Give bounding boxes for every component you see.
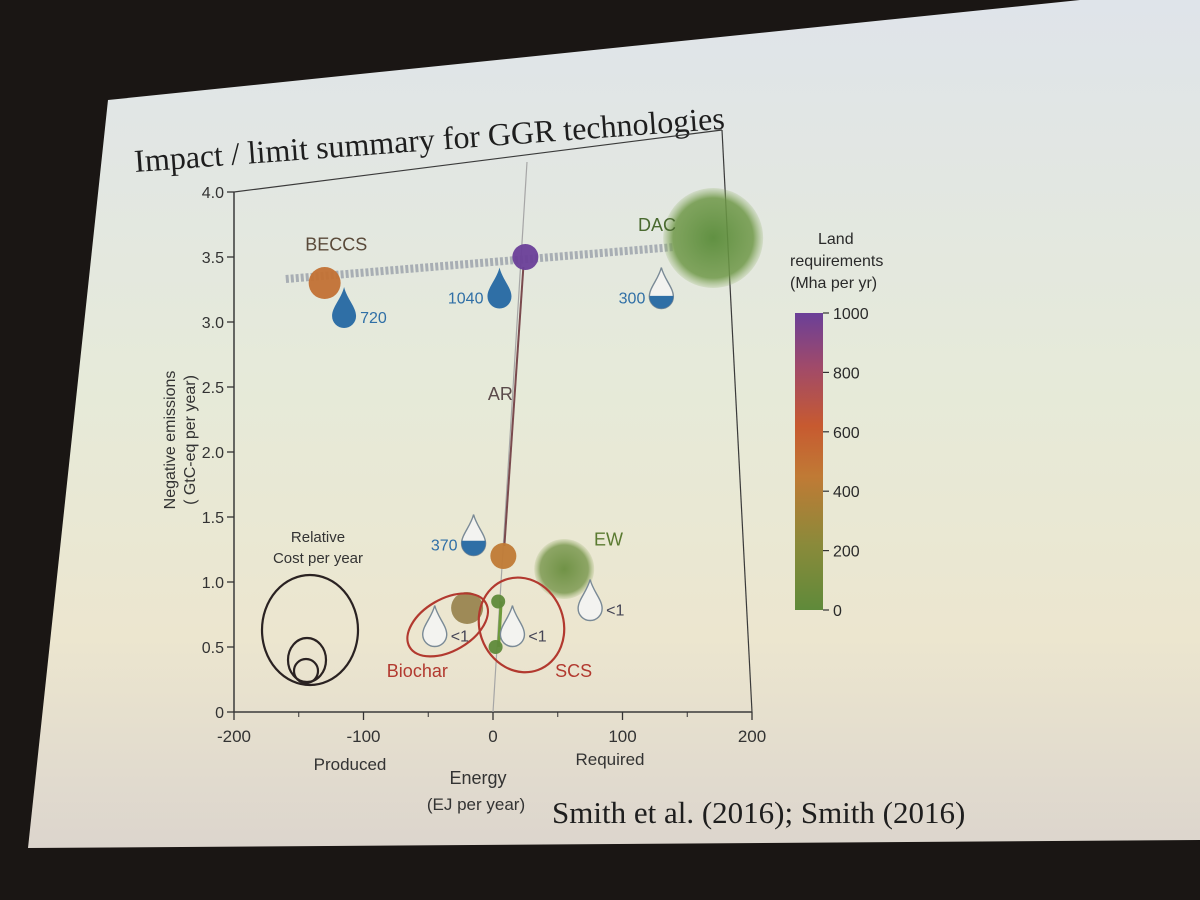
- citation: Smith et al. (2016); Smith (2016): [552, 795, 965, 830]
- water-label: 720: [360, 310, 387, 327]
- colorbar-tick-label: 0: [833, 603, 842, 620]
- bubble-biochar: [451, 592, 484, 624]
- x-axis-label-required: Required: [576, 750, 645, 769]
- y-tick-label: 1.5: [202, 510, 224, 527]
- x-tick-label: -200: [217, 727, 251, 746]
- water-label: 300: [619, 291, 646, 308]
- colorbar-tick-label: 800: [833, 365, 860, 382]
- projection-screen: [28, 0, 1200, 848]
- colorbar: [795, 313, 823, 610]
- water-drop-icon: <1: [577, 579, 624, 622]
- bubble-beccs: [308, 267, 341, 299]
- ar-connector: [503, 266, 525, 547]
- colorbar-title-2: requirements: [790, 253, 883, 270]
- colorbar-tick-label: 200: [833, 544, 860, 561]
- water-drop-icon: 370: [431, 514, 487, 557]
- y-tick-label: 2.5: [202, 380, 224, 397]
- cost-legend-title-2: Cost per year: [273, 550, 363, 567]
- x-axis-unit: (EJ per year): [427, 795, 525, 814]
- y-tick-label: 4.0: [202, 185, 224, 202]
- water-label: <1: [528, 629, 546, 646]
- cost-legend-circles: [260, 573, 360, 687]
- water-drop-fill: [649, 295, 674, 309]
- axes: 0 0.5 1.0 1.5 2.0 2.5 3.0 3.5 4.0 -200 -100 0 100 200: [202, 185, 766, 746]
- x-tick-label: 100: [608, 727, 636, 746]
- label-ew: EW: [594, 530, 623, 550]
- scs-connector: [497, 601, 503, 648]
- water-label: 1040: [448, 291, 484, 308]
- y-tick-label: 3.5: [202, 250, 224, 267]
- y-tick-label: 0.5: [202, 640, 224, 657]
- water-drop-icon: 1040: [448, 267, 512, 309]
- bubble-ar: [490, 543, 517, 569]
- cost-legend-title-1: Relative: [291, 529, 345, 546]
- bubble-scs: [488, 640, 503, 654]
- x-axis-title: Energy: [449, 768, 506, 788]
- colorbar-tick-label: 400: [833, 484, 860, 501]
- water-drop-icon: 720: [332, 287, 387, 328]
- bubble-dac: [663, 188, 764, 288]
- colorbar-tick-label: 1000: [833, 306, 869, 323]
- label-dac: DAC: [638, 215, 676, 235]
- water-drop-shape: [422, 605, 448, 648]
- x-axis-label-produced: Produced: [314, 755, 387, 774]
- y-axis-title: Negative emissions: [162, 371, 179, 510]
- water-drop-icon: <1: [422, 605, 469, 648]
- chart-marks: 720 1040 300 370 <1 <1 <1 BECCS DAC AR EW Biochar SC…: [285, 161, 764, 713]
- label-biochar: Biochar: [387, 661, 448, 681]
- x-tick-label: 200: [738, 727, 766, 746]
- water-drop-icon: 300: [619, 267, 675, 310]
- colorbar-title-1: Land: [818, 231, 854, 248]
- bubble-scs: [491, 594, 506, 609]
- label-beccs: BECCS: [305, 235, 367, 255]
- y-tick-label: 2.0: [202, 445, 224, 462]
- y-tick-label: 1.0: [202, 575, 224, 592]
- water-label: 370: [431, 538, 458, 555]
- y-tick-label: 3.0: [202, 315, 224, 332]
- water-drop-shape: [332, 287, 357, 328]
- x-tick-label: 0: [488, 727, 497, 746]
- colorbar-title-3: (Mha per yr): [790, 275, 877, 292]
- colorbar-tick-label: 600: [833, 425, 860, 442]
- bubble-ew: [534, 539, 595, 599]
- y-tick-label: 0: [215, 705, 224, 722]
- water-drop-icon: <1: [499, 605, 547, 648]
- water-drop-shape: [487, 267, 512, 309]
- water-label: <1: [451, 629, 469, 646]
- water-label: <1: [606, 603, 624, 620]
- label-scs: SCS: [555, 661, 592, 681]
- scs-group-ellipse: [477, 576, 566, 674]
- water-drop-shape: [577, 579, 603, 622]
- y-axis-unit: ( GtC-eq per year): [182, 375, 199, 505]
- colorbar-ticks: 0 200 400 600 800 1000: [823, 306, 869, 620]
- water-drop-fill: [461, 540, 486, 556]
- label-ar: AR: [488, 384, 513, 404]
- biochar-group-ellipse: [406, 592, 490, 658]
- bubble-ar: [512, 244, 539, 270]
- water-drop-shape: [499, 605, 526, 648]
- x-tick-label: -100: [346, 727, 380, 746]
